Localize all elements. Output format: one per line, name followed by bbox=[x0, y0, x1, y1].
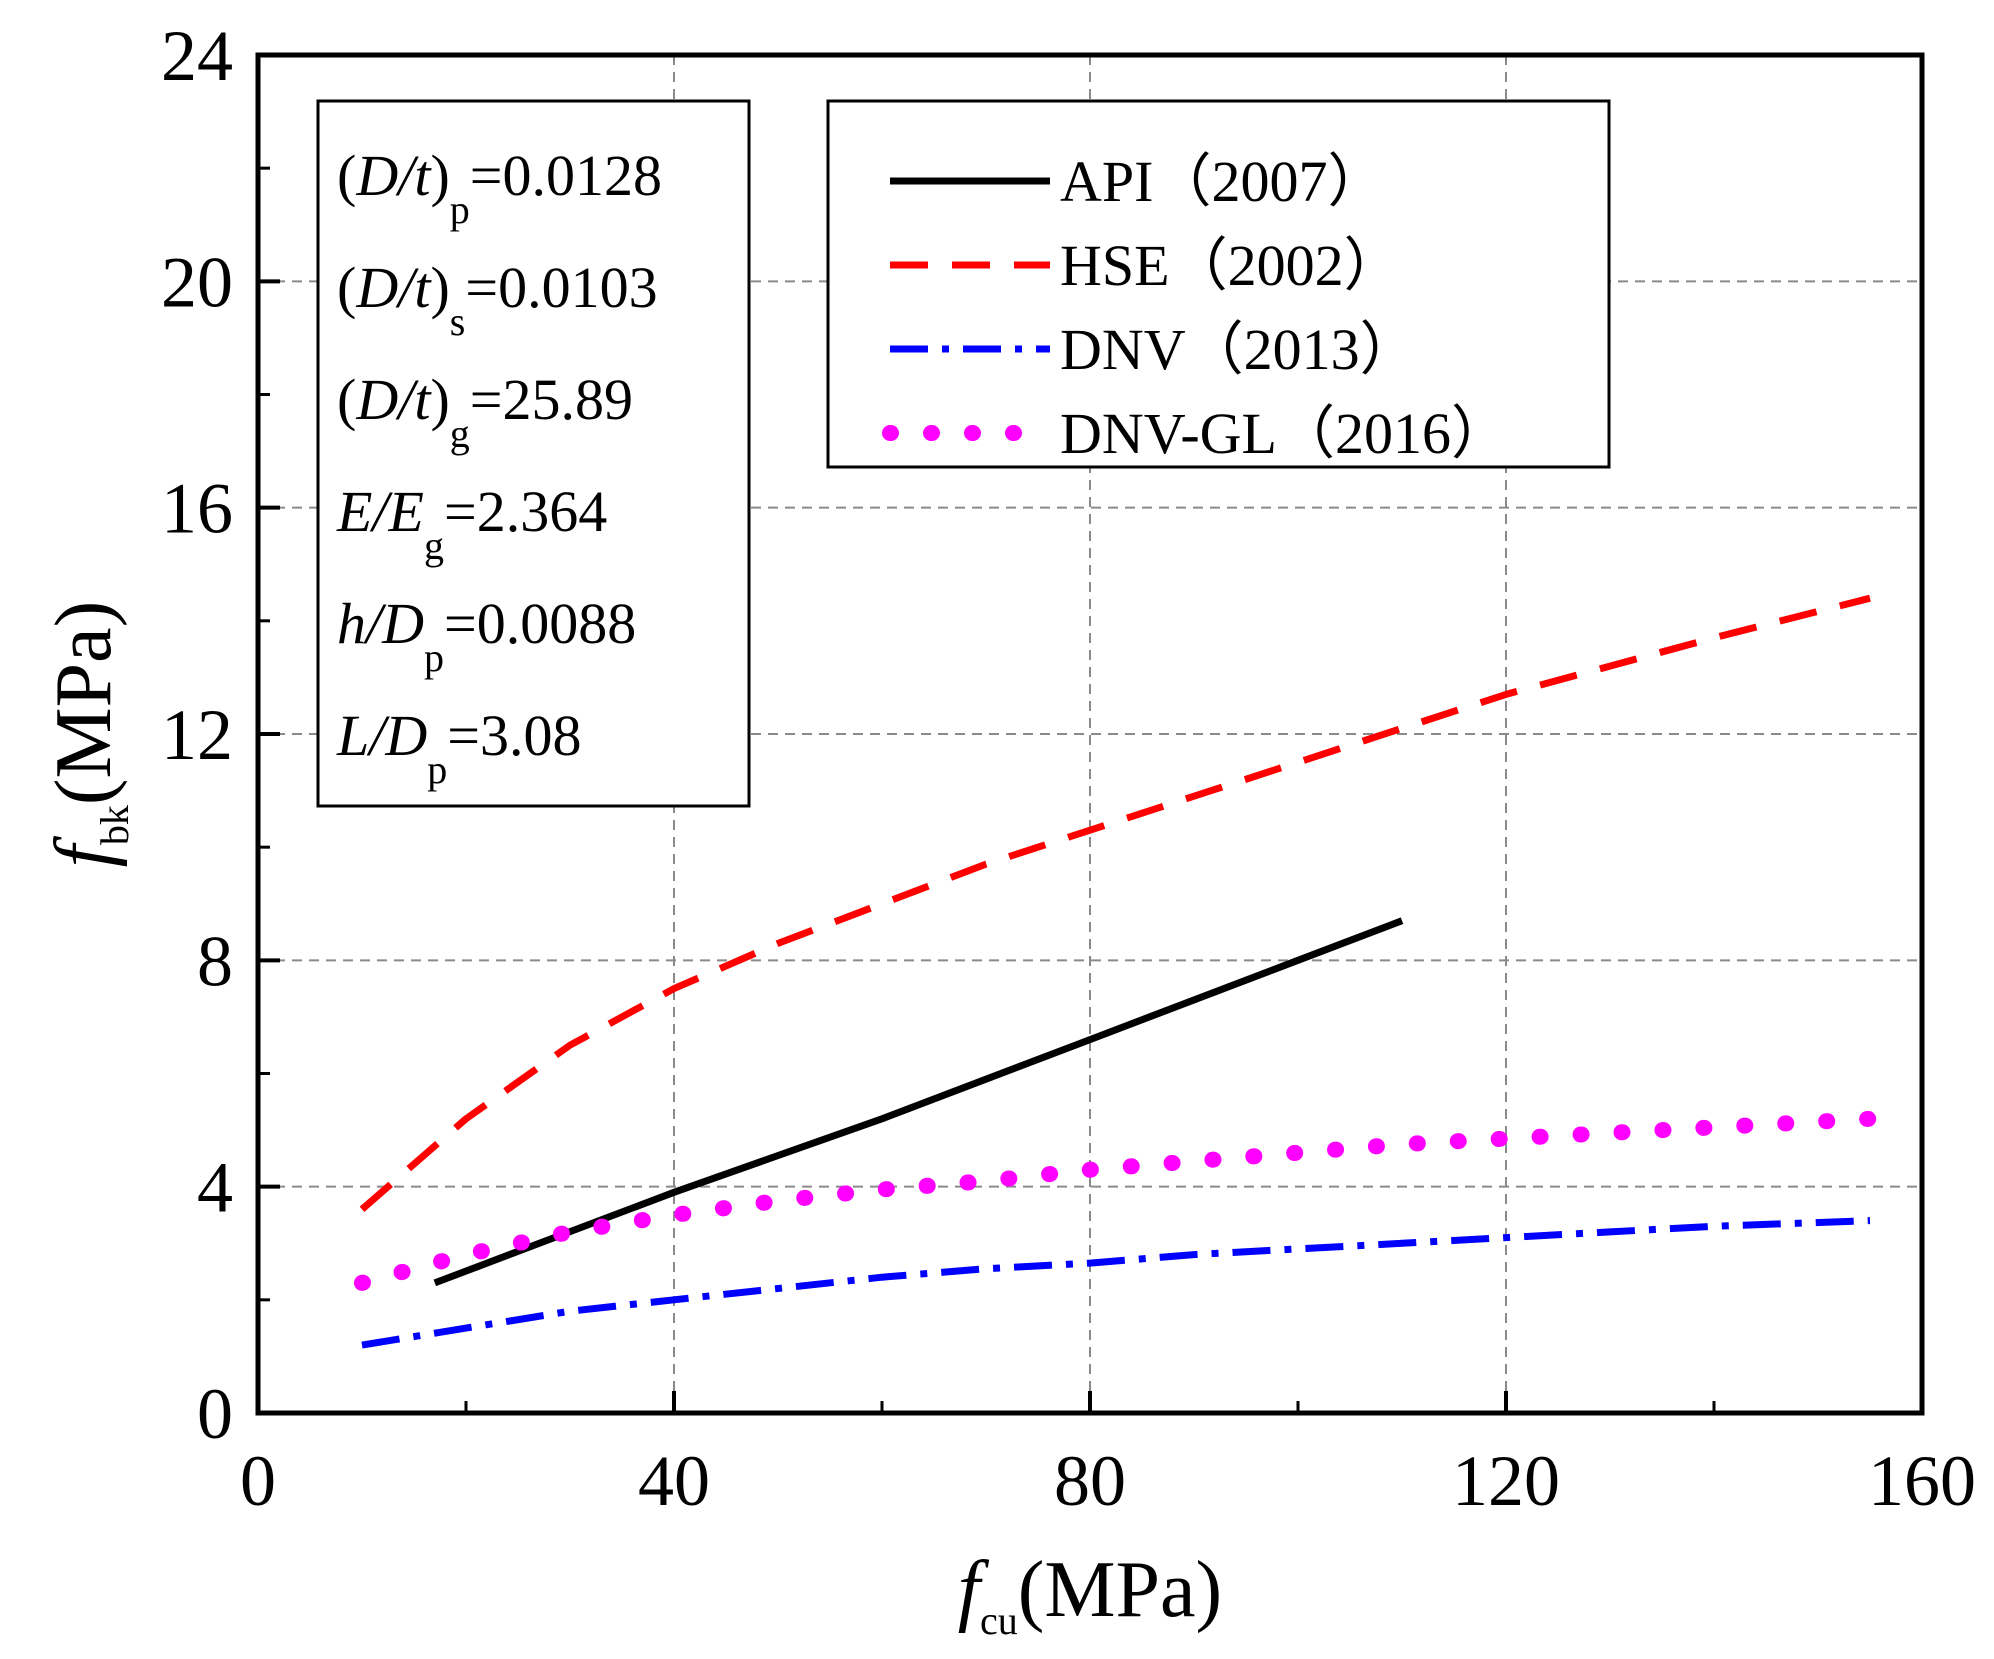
parameter-value: =25.89 bbox=[470, 367, 633, 432]
parameter-line-1: (D/t)s=0.0103 bbox=[337, 255, 658, 344]
axis-ticks bbox=[256, 53, 1924, 1415]
y-axis-title: fbk(MPa) bbox=[40, 601, 137, 868]
parameter-line-3: E/Eg=2.364 bbox=[336, 479, 607, 568]
y-tick-label: 4 bbox=[197, 1148, 233, 1228]
legend-label-0: API（2007） bbox=[1060, 149, 1385, 214]
parameter-box: (D/t)p=0.0128(D/t)s=0.0103(D/t)g=25.89E/… bbox=[316, 99, 751, 808]
parameter-symbol: D/t bbox=[355, 143, 432, 208]
parameter-line-4: h/Dp=0.0088 bbox=[337, 591, 636, 680]
tick-labels: 0 40 80 120 160 0 4 8 12 16 20 24 bbox=[161, 16, 1976, 1521]
legend-items: API（2007） HSE（2002） DNV（2013） DNV-GL（2016） bbox=[882, 149, 1509, 466]
parameter-value: =0.0088 bbox=[444, 591, 636, 656]
parameter-value: =0.0128 bbox=[470, 143, 662, 208]
parameter-symbol: h/D bbox=[337, 591, 424, 656]
parameter-suffix: ) bbox=[430, 143, 449, 208]
x-tick-label: 40 bbox=[638, 1441, 710, 1521]
legend-label-3: DNV-GL（2016） bbox=[1060, 401, 1509, 466]
series-line-3 bbox=[354, 1110, 1878, 1291]
series-layer bbox=[354, 594, 1878, 1349]
y-tick-label: 24 bbox=[161, 16, 233, 96]
x-axis-title-sub: cu bbox=[980, 1598, 1018, 1643]
parameter-value: =3.08 bbox=[447, 703, 581, 768]
legend: API（2007） HSE（2002） DNV（2013） DNV-GL（2016） bbox=[826, 99, 1611, 469]
x-tick-label: 120 bbox=[1452, 1441, 1560, 1521]
parameter-symbol: D/t bbox=[355, 255, 432, 320]
parameter-subscript: p bbox=[424, 635, 444, 680]
parameter-symbol: E/E bbox=[336, 479, 424, 544]
y-tick-label: 8 bbox=[197, 921, 233, 1001]
x-tick-label: 80 bbox=[1054, 1441, 1126, 1521]
x-axis-title: fcu(MPa) bbox=[958, 1546, 1222, 1643]
legend-label-1: HSE（2002） bbox=[1060, 233, 1402, 298]
parameter-value: =0.0103 bbox=[465, 255, 657, 320]
parameter-symbol: D/t bbox=[355, 367, 432, 432]
y-tick-label: 0 bbox=[197, 1374, 233, 1454]
parameter-subscript: s bbox=[450, 299, 466, 344]
parameter-value: =2.364 bbox=[444, 479, 607, 544]
parameter-subscript: g bbox=[450, 411, 470, 456]
parameter-subscript: p bbox=[450, 187, 470, 232]
parameter-lines: (D/t)p=0.0128(D/t)s=0.0103(D/t)g=25.89E/… bbox=[336, 143, 662, 792]
y-tick-label: 12 bbox=[161, 695, 233, 775]
parameter-prefix: ( bbox=[337, 255, 356, 320]
parameter-line-0: (D/t)p=0.0128 bbox=[337, 143, 662, 232]
legend-label-2: DNV（2013） bbox=[1060, 317, 1418, 382]
series-line-1 bbox=[359, 594, 1871, 1212]
parameter-line-5: L/Dp=3.08 bbox=[336, 703, 581, 792]
parameter-prefix: ( bbox=[337, 143, 356, 208]
parameter-symbol: L/D bbox=[336, 703, 427, 768]
y-axis-title-unit: (MPa) bbox=[40, 601, 128, 805]
series-line-2 bbox=[361, 1217, 1871, 1349]
parameter-subscript: p bbox=[427, 747, 447, 792]
parameter-suffix: ) bbox=[430, 255, 449, 320]
parameter-prefix: ( bbox=[337, 367, 356, 432]
parameter-box-frame bbox=[316, 99, 751, 808]
parameter-line-2: (D/t)g=25.89 bbox=[337, 367, 633, 456]
legend-frame bbox=[826, 99, 1611, 469]
x-tick-label: 0 bbox=[240, 1441, 276, 1521]
parameter-subscript: g bbox=[424, 523, 444, 568]
series-line-0 bbox=[433, 917, 1404, 1287]
y-axis-title-sub: bk bbox=[92, 805, 137, 845]
x-tick-label: 160 bbox=[1868, 1441, 1976, 1521]
y-tick-label: 20 bbox=[161, 242, 233, 322]
y-tick-label: 16 bbox=[161, 469, 233, 549]
x-axis-title-unit: (MPa) bbox=[1018, 1546, 1222, 1634]
parameter-suffix: ) bbox=[430, 367, 449, 432]
